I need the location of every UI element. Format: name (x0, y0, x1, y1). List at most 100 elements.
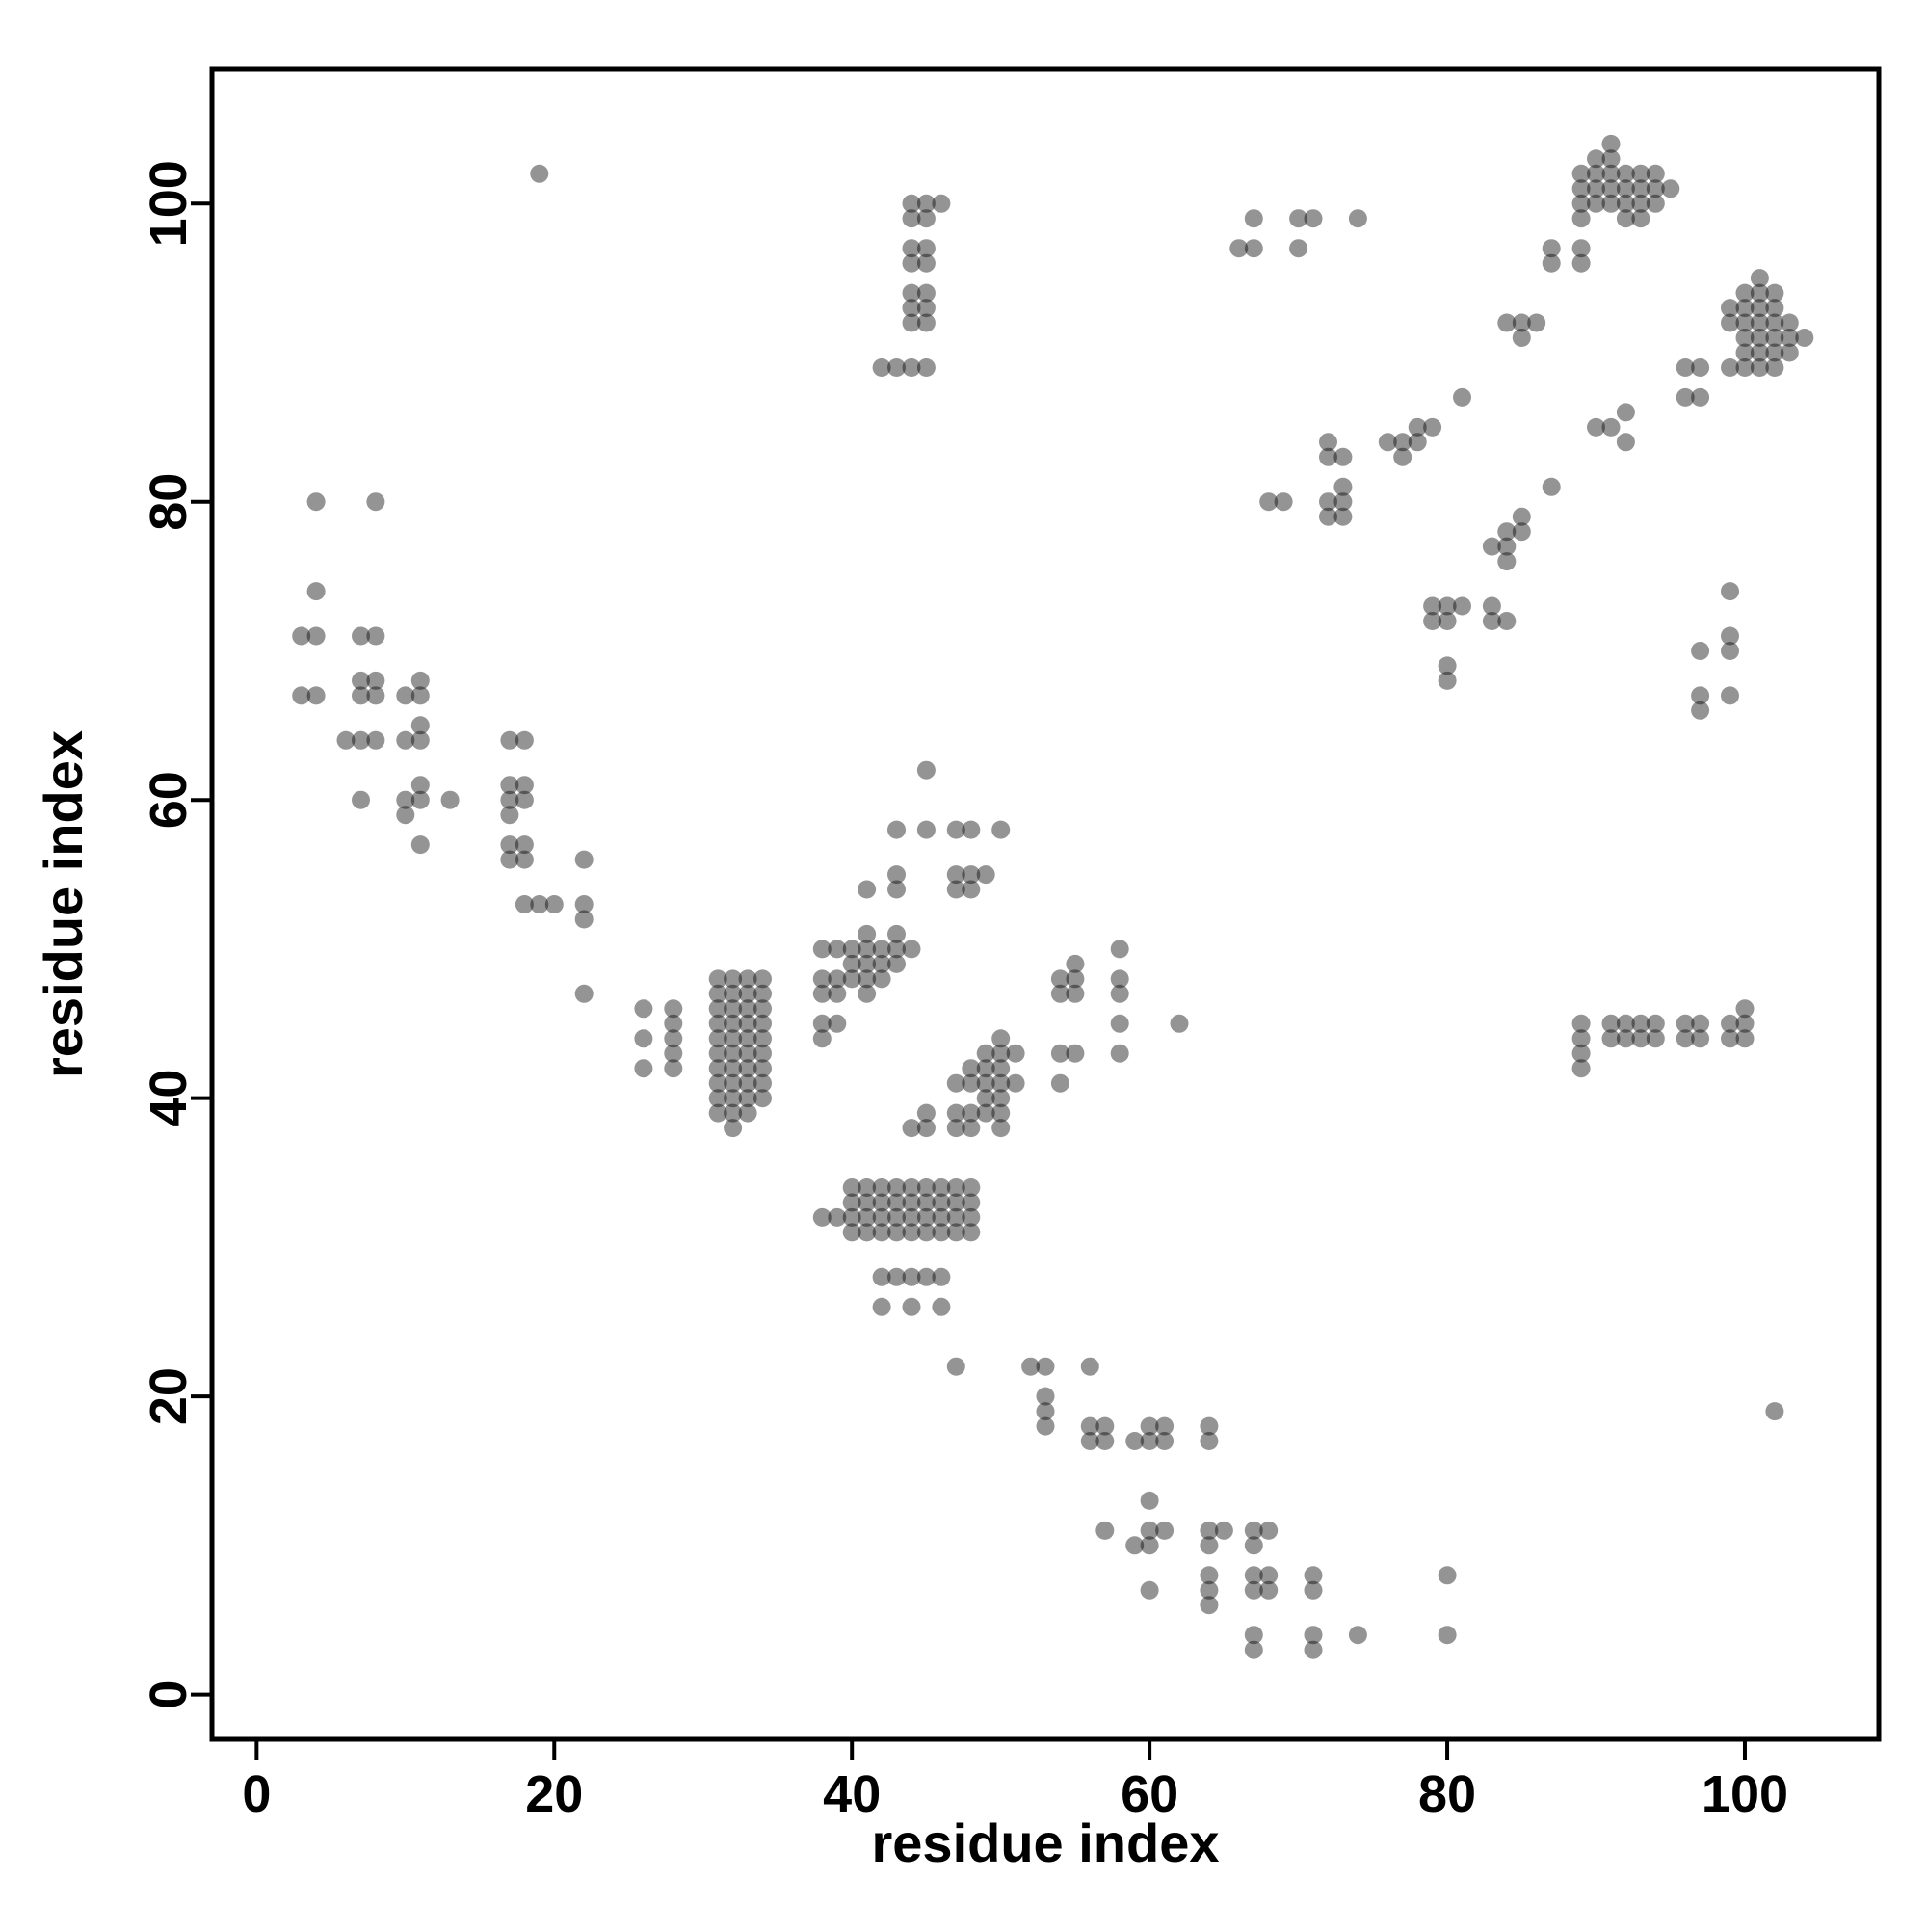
contact-point (1587, 164, 1605, 183)
contact-point (574, 984, 594, 1003)
contact-point (753, 1014, 772, 1033)
contact-point (1259, 1580, 1279, 1600)
contact-point (1244, 239, 1263, 258)
contact-point (1721, 313, 1739, 332)
contact-point (1691, 358, 1710, 377)
contact-point (1497, 522, 1517, 542)
contact-point (1348, 1626, 1367, 1645)
contact-point (1155, 1521, 1175, 1540)
contact-point (1319, 492, 1337, 512)
contact-point (1110, 940, 1129, 959)
contact-point (902, 1178, 921, 1197)
contact-point (858, 924, 877, 943)
contact-point (515, 895, 534, 913)
contact-point (352, 626, 370, 646)
contact-point (1050, 1044, 1069, 1063)
contact-point (410, 716, 430, 735)
contact-point (1616, 179, 1635, 198)
contact-point (1170, 1014, 1189, 1033)
contact-point (1750, 329, 1769, 347)
contact-point (306, 626, 326, 646)
contact-point (916, 313, 936, 332)
contact-point (1601, 194, 1621, 213)
x-tick-label: 20 (525, 1765, 583, 1823)
contact-point (1200, 1580, 1219, 1600)
contact-point (1721, 686, 1739, 705)
contact-point (1482, 612, 1501, 630)
contact-point (916, 1267, 936, 1286)
contact-point (1691, 1014, 1710, 1033)
contact-point (962, 865, 981, 885)
contact-point (1735, 999, 1755, 1019)
y-tick-label: 0 (140, 1681, 198, 1709)
contact-point (500, 790, 519, 809)
contact-point (1378, 433, 1397, 452)
contact-point (1631, 1029, 1650, 1048)
contact-point (1571, 1014, 1591, 1033)
contact-point (724, 1119, 743, 1138)
contact-point (1497, 552, 1517, 571)
contact-point (1006, 1073, 1025, 1093)
contact-point (812, 1029, 832, 1048)
contact-point (1571, 239, 1591, 258)
contact-point (738, 969, 757, 989)
contact-point (1676, 1014, 1695, 1033)
contact-point (932, 1207, 951, 1227)
contact-point (916, 1207, 936, 1227)
contact-point (902, 313, 921, 332)
contact-point (887, 1193, 906, 1212)
contact-point (724, 1044, 743, 1063)
contact-point (962, 880, 981, 899)
contact-point (1244, 1626, 1263, 1645)
contact-point (724, 1073, 743, 1093)
contact-point (828, 984, 847, 1003)
contact-point (724, 999, 743, 1019)
contact-point (1750, 269, 1769, 288)
contact-point (887, 865, 906, 885)
contact-point (530, 895, 549, 913)
contact-point (1066, 1044, 1085, 1063)
contact-point (708, 984, 727, 1003)
contact-point (887, 924, 906, 943)
contact-point (1244, 1640, 1263, 1659)
contact-point (352, 686, 370, 705)
contact-point (1274, 492, 1293, 512)
contact-point (1765, 283, 1784, 303)
contact-point (1140, 1416, 1159, 1436)
contact-point (962, 1178, 981, 1197)
contact-point (1721, 1029, 1739, 1048)
contact-point (962, 1119, 981, 1138)
contact-point (1259, 1521, 1279, 1540)
contact-point (916, 1223, 936, 1242)
contact-point (574, 850, 594, 869)
contact-point (306, 582, 326, 601)
contact-point (1587, 417, 1605, 437)
contact-point (1066, 984, 1085, 1003)
contact-point (1601, 164, 1621, 183)
contact-point (1036, 1416, 1055, 1436)
contact-point (1616, 164, 1635, 183)
contact-point (1244, 1566, 1263, 1585)
y-tick-label: 100 (140, 160, 198, 247)
contact-point (1601, 417, 1621, 437)
contact-point (946, 880, 965, 899)
contact-point (916, 1193, 936, 1212)
contact-point (1750, 299, 1769, 318)
contact-point (858, 940, 877, 959)
contact-point (396, 806, 415, 825)
contact-point (306, 492, 326, 512)
contact-point (306, 686, 326, 705)
contact-point (352, 730, 370, 750)
contact-point (753, 1089, 772, 1108)
contact-point (1110, 1044, 1129, 1063)
contact-point (1616, 194, 1635, 213)
contact-point (946, 1178, 965, 1197)
contact-point (842, 1207, 861, 1227)
contact-point (1691, 701, 1710, 720)
contact-point (1646, 1014, 1665, 1033)
contact-point (1497, 313, 1517, 332)
contact-point (500, 730, 519, 750)
contact-point (1661, 179, 1680, 198)
contact-point (962, 1207, 981, 1227)
contact-point (1616, 1029, 1635, 1048)
